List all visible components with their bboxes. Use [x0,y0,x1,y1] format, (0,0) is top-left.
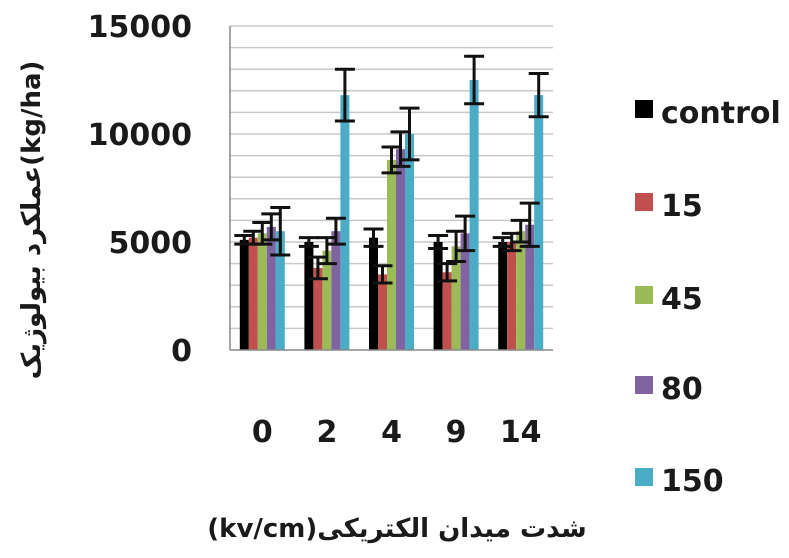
bar-80 [396,149,405,350]
bar-control [239,239,249,350]
bar-45 [257,233,267,350]
bar-15 [248,237,258,350]
bar-150 [534,95,544,351]
bars [239,80,544,351]
x-tick-label: 0 [252,415,273,450]
bar-80 [266,226,276,350]
bar-80 [525,224,535,350]
x-tick-label: 2 [316,415,337,450]
legend-swatch-150 [635,468,653,486]
legend-label: 80 [661,372,703,407]
bar-150 [340,95,350,351]
legend: control 15 45 80 150 [635,96,781,499]
y-tick-labels: 0 5000 10000 15000 [88,10,192,369]
x-tick-labels: 0 2 4 9 14 [252,415,542,450]
legend-label: 15 [661,189,703,224]
bar-15 [507,242,517,350]
legend-swatch-15 [635,193,653,211]
legend-label: 45 [661,282,703,317]
bar-80 [460,233,470,350]
x-tick-label: 9 [446,415,467,450]
legend-label: 150 [661,464,724,499]
bar-15 [378,274,387,350]
y-axis-title: عملکرد بیولوژیک(kg/ha) [17,61,47,380]
bar-control [369,237,378,350]
legend-swatch-control [635,100,653,118]
bar-150 [275,231,285,350]
x-tick-label: 4 [381,415,402,450]
legend-swatch-45 [635,286,653,304]
y-tick-label: 15000 [88,10,192,45]
bar-45 [516,231,526,350]
bar-45 [322,250,332,350]
bar-45 [387,159,396,350]
bar-15 [442,272,452,350]
y-tick-label: 5000 [109,226,193,261]
error-bars [234,54,549,285]
bar-control [433,242,443,350]
legend-label: control [661,96,781,131]
y-tick-label: 0 [171,334,192,369]
y-tick-label: 10000 [88,118,192,153]
x-axis-title: شدت میدان الکتریکی(kv/cm) [207,514,586,544]
bar-control [498,242,508,350]
bar-150 [405,134,414,350]
legend-swatch-80 [635,376,653,394]
bar-15 [313,267,323,350]
bar-45 [451,246,461,350]
bar-control [304,242,314,350]
bar-80 [331,231,341,350]
x-tick-label: 14 [500,415,542,450]
